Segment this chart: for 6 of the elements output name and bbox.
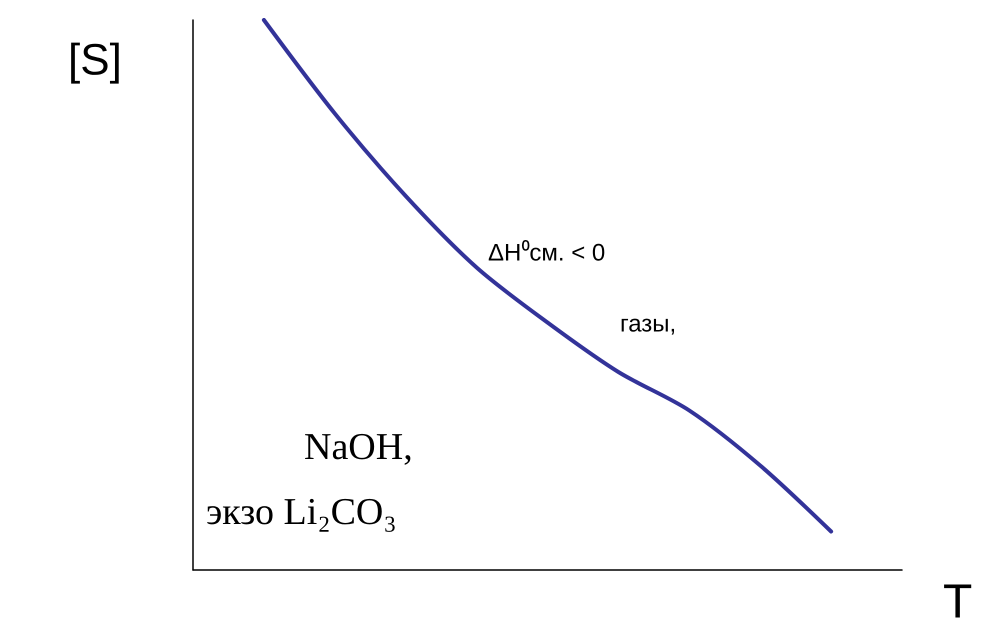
- x-axis-title: T: [943, 576, 972, 628]
- y-axis-title: [S]: [68, 36, 122, 84]
- annotation: экзо Li₂CO₃: [206, 491, 397, 533]
- annotation: газы,: [620, 310, 676, 338]
- annotation: NaOH,: [304, 426, 413, 468]
- annotation: ΔH⁰см. < 0: [488, 240, 606, 266]
